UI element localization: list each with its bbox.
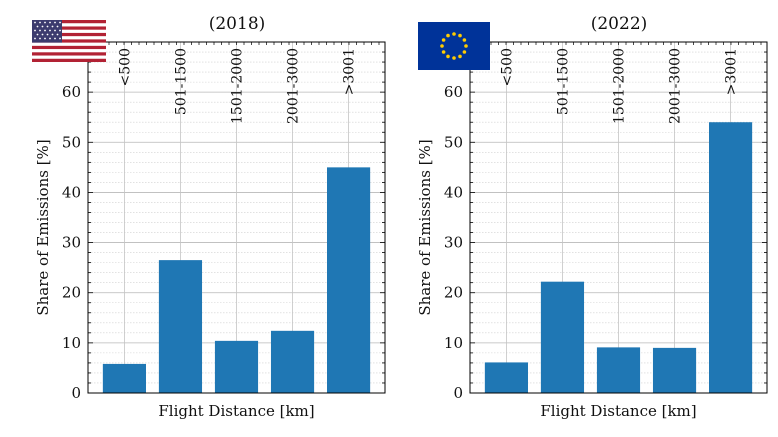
category-label-0: <500 <box>499 48 515 86</box>
x-axis-label: Flight Distance [km] <box>540 402 696 420</box>
bar-3 <box>270 330 315 393</box>
category-label-2: 1501-2000 <box>230 48 246 124</box>
bar-3 <box>652 347 697 393</box>
y-tick-label: 40 <box>62 183 81 201</box>
bar-0 <box>102 363 146 393</box>
category-label-3: 2001-3000 <box>668 48 684 124</box>
category-label-1: 501-1500 <box>173 48 189 115</box>
chart-panel-0: 0 10 20 30 40 50 60 <500 501-1500 1501-2000 2001-3… <box>34 14 386 420</box>
y-tick-label: 50 <box>444 133 463 151</box>
y-axis-label: Share of Emissions [%] <box>416 139 434 315</box>
category-label-2: 1501-2000 <box>612 48 628 124</box>
chart-title: (2022) <box>591 14 648 34</box>
y-tick-label: 60 <box>444 83 463 101</box>
bar-4 <box>327 167 371 393</box>
y-tick-label: 0 <box>453 384 463 402</box>
us-flag-icon <box>32 20 106 62</box>
category-label-1: 501-1500 <box>555 48 571 115</box>
bar-4 <box>709 122 753 393</box>
y-tick-label: 30 <box>444 234 463 252</box>
y-tick-label: 20 <box>62 284 81 302</box>
chart-panel-1: 0 10 20 30 40 50 60 <500 501-1500 1501-2000 2001-3… <box>416 14 768 420</box>
y-tick-label: 10 <box>62 334 81 352</box>
category-label-3: 2001-3000 <box>286 48 302 124</box>
y-tick-label: 30 <box>62 234 81 252</box>
y-tick-label: 10 <box>444 334 463 352</box>
bar-0 <box>484 362 528 393</box>
y-tick-label: 0 <box>71 384 81 402</box>
y-tick-label: 20 <box>444 284 463 302</box>
chart-title: (2018) <box>209 14 266 34</box>
category-label-0: <500 <box>117 48 133 86</box>
bar-1 <box>540 281 585 393</box>
y-axis-label: Share of Emissions [%] <box>34 139 52 315</box>
bar-2 <box>214 340 259 393</box>
bar-2 <box>596 347 641 393</box>
category-label-4: >3001 <box>342 48 358 95</box>
y-tick-label: 50 <box>62 133 81 151</box>
bar-1 <box>158 260 203 393</box>
eu-flag-icon <box>418 22 490 70</box>
x-axis-label: Flight Distance [km] <box>158 402 314 420</box>
y-tick-label: 60 <box>62 83 81 101</box>
category-label-4: >3001 <box>724 48 740 95</box>
y-tick-label: 40 <box>444 183 463 201</box>
